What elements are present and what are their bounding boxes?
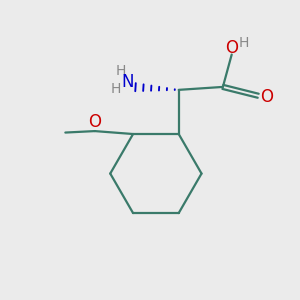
Text: H: H <box>239 36 249 50</box>
Text: H: H <box>110 82 121 96</box>
Text: H: H <box>116 64 127 78</box>
Text: O: O <box>225 39 238 57</box>
Text: N: N <box>122 73 134 91</box>
Text: O: O <box>88 113 101 131</box>
Text: O: O <box>260 88 273 106</box>
